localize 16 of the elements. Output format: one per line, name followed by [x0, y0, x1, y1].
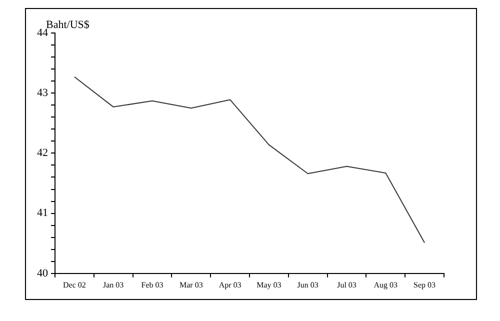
x-tick-label: Apr 03	[218, 280, 242, 290]
x-tick-label: Mar 03	[179, 280, 203, 290]
x-tick-label: Jul 03	[337, 280, 356, 290]
x-tick-label: Jan 03	[103, 280, 124, 290]
x-tick-label: Jun 03	[297, 280, 318, 290]
y-tick-label: 41	[37, 207, 48, 220]
x-tick-label: Dec 02	[63, 280, 86, 290]
y-tick-label: 42	[37, 147, 48, 160]
y-axis-title: Baht/US$	[46, 19, 90, 31]
y-tick-label: 44	[37, 26, 48, 39]
y-tick-label: 43	[37, 86, 48, 99]
y-tick-label: 40	[37, 267, 48, 280]
x-tick-label: Sep 03	[414, 280, 436, 290]
x-tick-label: Aug 03	[374, 280, 398, 290]
x-tick-label: Feb 03	[141, 280, 164, 290]
x-tick-label: May 03	[256, 280, 282, 290]
